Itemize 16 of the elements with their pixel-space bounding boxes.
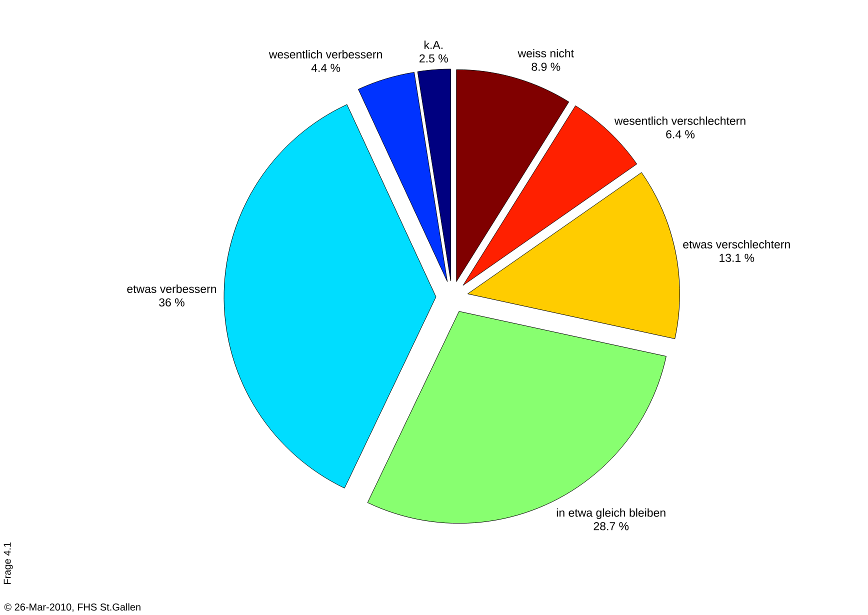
slice-label: k.A. (424, 40, 443, 49)
data-label: 6.4 % (666, 130, 695, 138)
slice-label: weiss nicht (518, 48, 574, 58)
slice-label: etwas verschlechtern (683, 240, 790, 248)
data-label: 2.5 % (420, 54, 448, 63)
slice-label: wesentlich verbessern (268, 50, 382, 58)
data-label: 4.4 % (311, 64, 340, 72)
slice-label: wesentlich verschlechtern (614, 116, 746, 125)
text: Frage 4.1 (4, 542, 13, 584)
data-label: 8.9 % (532, 62, 560, 71)
slice-label: in etwa gleich bleiben (556, 508, 666, 520)
data-label: 28.7 % (594, 522, 629, 530)
data-label: 36 % (159, 298, 184, 306)
text: © 26-Mar-2010, FHS St.Gallen (4, 603, 140, 612)
data-label: 13.1 % (720, 254, 754, 262)
slice-label: etwas verbessern (127, 284, 216, 293)
